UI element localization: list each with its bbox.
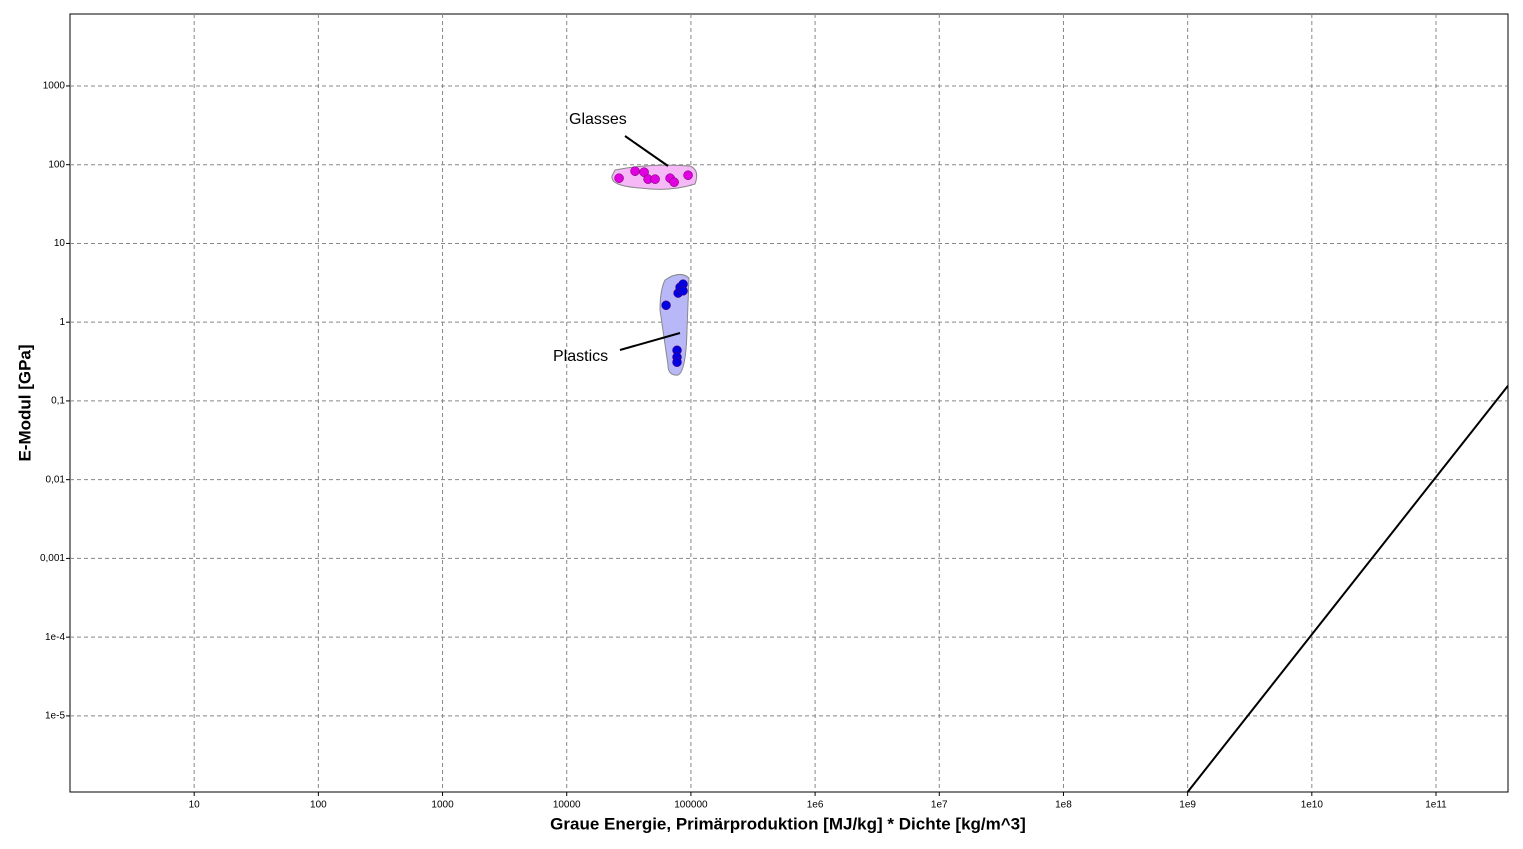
y-tick-label: 0,1 (51, 396, 65, 407)
point (678, 286, 688, 296)
y-axis-title: E-Modul [GPa] (15, 344, 34, 461)
y-tick-label: 10 (54, 238, 66, 249)
marks (614, 166, 1508, 792)
x-tick-label: 10 (189, 800, 201, 811)
leader-line (619, 332, 681, 351)
point (669, 177, 679, 187)
y-tick-label: 1000 (43, 81, 66, 92)
x-tick-label: 1e11 (1425, 800, 1447, 811)
x-tick-label: 1e8 (1055, 800, 1072, 811)
y-tick-label: 1e-4 (45, 632, 65, 643)
x-tick-label: 1e6 (807, 800, 824, 811)
guide-line (1186, 385, 1508, 792)
leader-line (624, 135, 669, 167)
point (650, 174, 660, 184)
y-tick-label: 100 (48, 159, 65, 170)
plot-area (69, 13, 1509, 793)
point (661, 300, 671, 311)
point (672, 357, 682, 367)
y-tick-label: 0,001 (40, 553, 65, 564)
x-tick-label: 1e9 (1179, 800, 1196, 811)
x-tick-label: 10000 (553, 800, 581, 811)
x-axis-title: Graue Energie, Primärproduktion [MJ/kg] … (550, 814, 1026, 833)
y-tick-label: 0,01 (46, 474, 66, 485)
x-tick-label: 100 (310, 800, 327, 811)
x-tick-label: 100000 (674, 800, 708, 811)
y-tick-label: 1 (59, 317, 65, 328)
annotation: Glasses (569, 111, 627, 128)
y-tick-label: 1e-5 (45, 711, 65, 722)
grid: 10 100 1000 10000 100000 1e6 1e7 1e8 1e9 1e10 1e11… (40, 14, 1508, 811)
point (630, 166, 640, 176)
x-tick-label: 1e7 (931, 800, 948, 811)
annotation: Plastics (553, 348, 608, 365)
point (683, 170, 693, 180)
point (614, 173, 624, 183)
x-tick-label: 1000 (431, 800, 454, 811)
x-tick-label: 1e10 (1301, 800, 1324, 811)
